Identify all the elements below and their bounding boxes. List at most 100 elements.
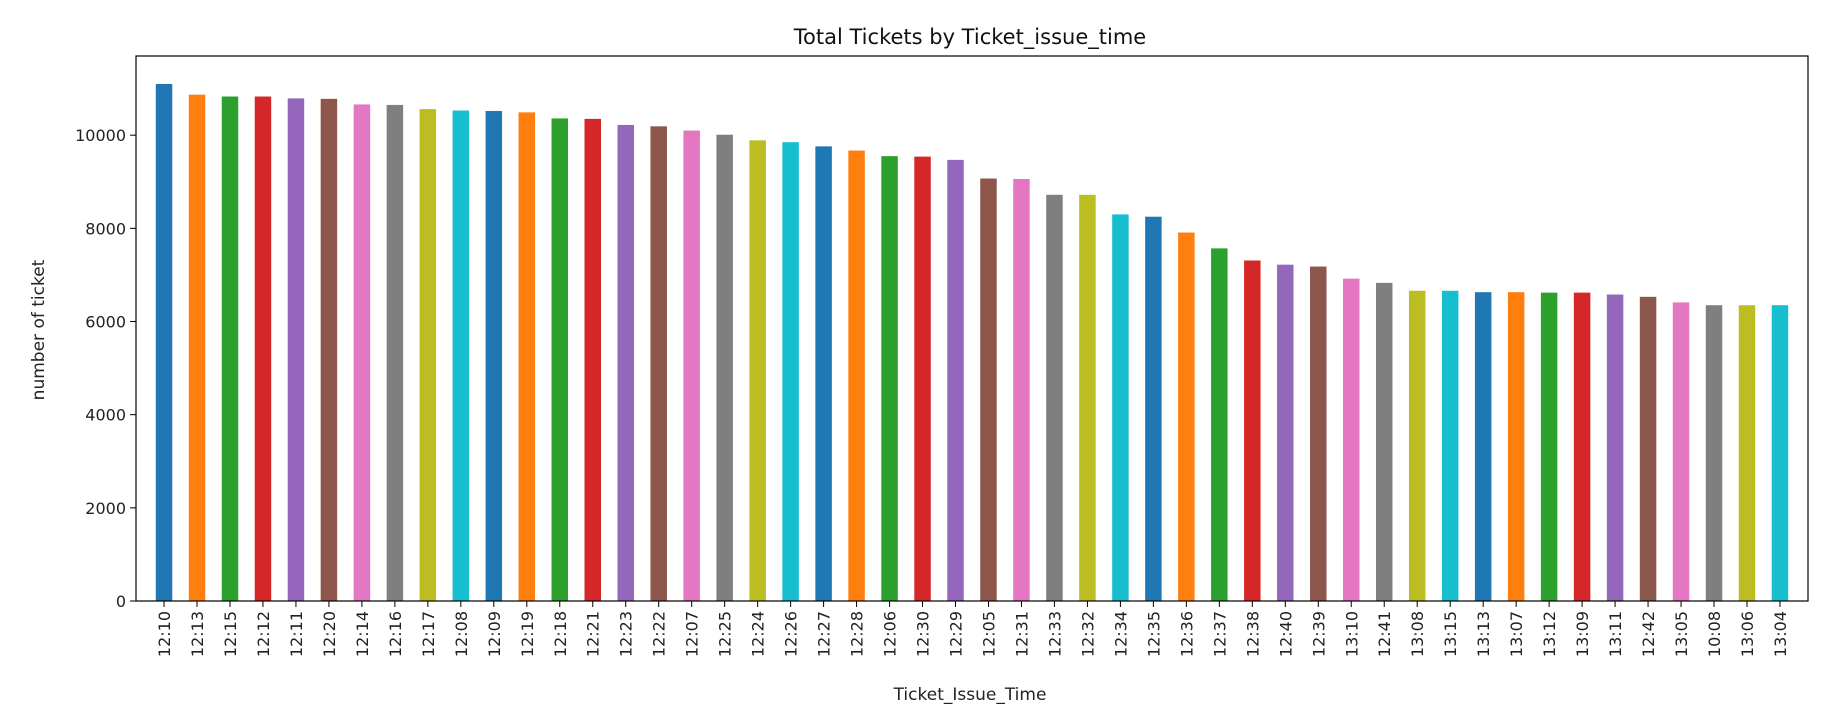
x-tick-label: 12:26 <box>782 611 801 657</box>
bar <box>386 104 404 601</box>
x-tick-label: 12:09 <box>485 611 504 657</box>
x-tick-label: 13:08 <box>1408 611 1427 657</box>
x-tick-label: 12:33 <box>1045 611 1064 657</box>
bar <box>1474 292 1492 601</box>
bar <box>1343 278 1360 601</box>
bars-group <box>155 83 1789 602</box>
x-tick-label: 13:10 <box>1342 611 1361 657</box>
x-tick-label: 13:04 <box>1771 611 1790 657</box>
bar <box>716 134 733 601</box>
x-tick-label: 12:18 <box>551 611 570 657</box>
x-tick-label: 12:38 <box>1243 611 1262 657</box>
x-tick-label: 12:29 <box>947 611 966 657</box>
x-axis-title: Ticket_Issue_Time <box>893 685 1047 705</box>
bar <box>1112 214 1129 601</box>
x-tick-label: 10:08 <box>1705 611 1724 657</box>
x-tick-label: 12:22 <box>650 611 669 657</box>
x-tick-label: 12:08 <box>452 611 471 657</box>
x-tick-label: 12:31 <box>1012 611 1031 657</box>
y-tick-label: 8000 <box>85 219 126 238</box>
bar <box>485 110 503 601</box>
bar <box>254 96 272 601</box>
bar <box>617 124 634 601</box>
bar <box>1771 305 1789 601</box>
x-tick-label: 12:41 <box>1375 611 1394 657</box>
bar <box>452 110 470 601</box>
bar <box>980 178 997 601</box>
bar <box>881 156 898 601</box>
x-tick-label: 12:13 <box>188 611 207 657</box>
x-tick-label: 12:36 <box>1177 611 1196 657</box>
bar <box>1606 294 1624 601</box>
bar <box>1705 305 1723 601</box>
x-tick-label: 12:37 <box>1210 611 1229 657</box>
x-tick-label: 13:13 <box>1474 611 1493 657</box>
bar <box>1540 292 1558 601</box>
bar <box>584 118 601 601</box>
bar <box>1408 290 1426 601</box>
bar <box>1672 302 1690 601</box>
bar <box>1738 305 1756 601</box>
plot-frame <box>135 55 1809 602</box>
bar <box>749 140 766 601</box>
bar <box>815 146 832 601</box>
y-axis: 0 2000 4000 6000 8000 10000 <box>75 126 136 611</box>
bar <box>1573 292 1591 601</box>
y-axis-title: number of ticket <box>29 259 49 400</box>
bar <box>650 126 667 601</box>
x-axis: 12:10 12:13 12:15 12:12 12:11 12:20 12:14 12:16… <box>155 601 1790 657</box>
bar <box>188 94 206 601</box>
x-tick-label: 12:15 <box>221 611 240 657</box>
y-tick-label: 6000 <box>85 313 126 332</box>
bar <box>1639 296 1657 601</box>
bar <box>287 98 305 601</box>
x-tick-label: 12:35 <box>1144 611 1163 657</box>
x-tick-label: 13:12 <box>1540 611 1559 657</box>
x-tick-label: 12:32 <box>1078 611 1097 657</box>
x-tick-label: 13:09 <box>1573 611 1592 657</box>
x-tick-label: 12:20 <box>320 611 339 657</box>
chart-title: Total Tickets by Ticket_issue_time <box>793 25 1146 50</box>
y-tick-label: 10000 <box>75 126 126 145</box>
bar <box>1277 264 1294 601</box>
bar <box>1178 232 1195 602</box>
x-tick-label: 12:21 <box>584 611 603 657</box>
x-tick-label: 13:07 <box>1507 611 1526 657</box>
bar <box>1013 178 1030 601</box>
bar <box>155 83 173 601</box>
bar <box>1046 194 1063 601</box>
x-tick-label: 12:39 <box>1309 611 1328 657</box>
x-tick-label: 13:06 <box>1738 611 1757 657</box>
x-tick-label: 12:34 <box>1111 611 1130 657</box>
bar <box>782 142 799 601</box>
bar <box>518 112 536 602</box>
y-tick-label: 2000 <box>85 499 126 518</box>
bar <box>1310 266 1327 601</box>
bar <box>1507 292 1525 601</box>
bar <box>1145 216 1162 601</box>
bar <box>1211 248 1228 601</box>
x-tick-label: 12:25 <box>716 611 735 657</box>
x-tick-label: 12:30 <box>914 611 933 657</box>
bar <box>1244 260 1261 601</box>
x-tick-label: 12:07 <box>683 611 702 657</box>
bar <box>353 104 371 601</box>
x-tick-label: 12:12 <box>254 611 273 657</box>
x-tick-label: 12:05 <box>979 611 998 657</box>
bar <box>947 159 964 601</box>
x-tick-label: 13:15 <box>1441 611 1460 657</box>
x-tick-label: 13:11 <box>1606 611 1625 657</box>
x-tick-label: 12:17 <box>419 611 438 657</box>
x-tick-label: 13:05 <box>1672 611 1691 657</box>
x-tick-label: 12:27 <box>815 611 834 657</box>
x-tick-label: 12:11 <box>287 611 306 657</box>
bar <box>221 96 239 601</box>
bar <box>419 109 437 601</box>
x-tick-label: 12:10 <box>155 611 174 657</box>
y-tick-label: 0 <box>116 592 126 611</box>
x-tick-label: 12:06 <box>881 611 900 657</box>
bar <box>1375 282 1393 601</box>
bar <box>683 130 700 601</box>
